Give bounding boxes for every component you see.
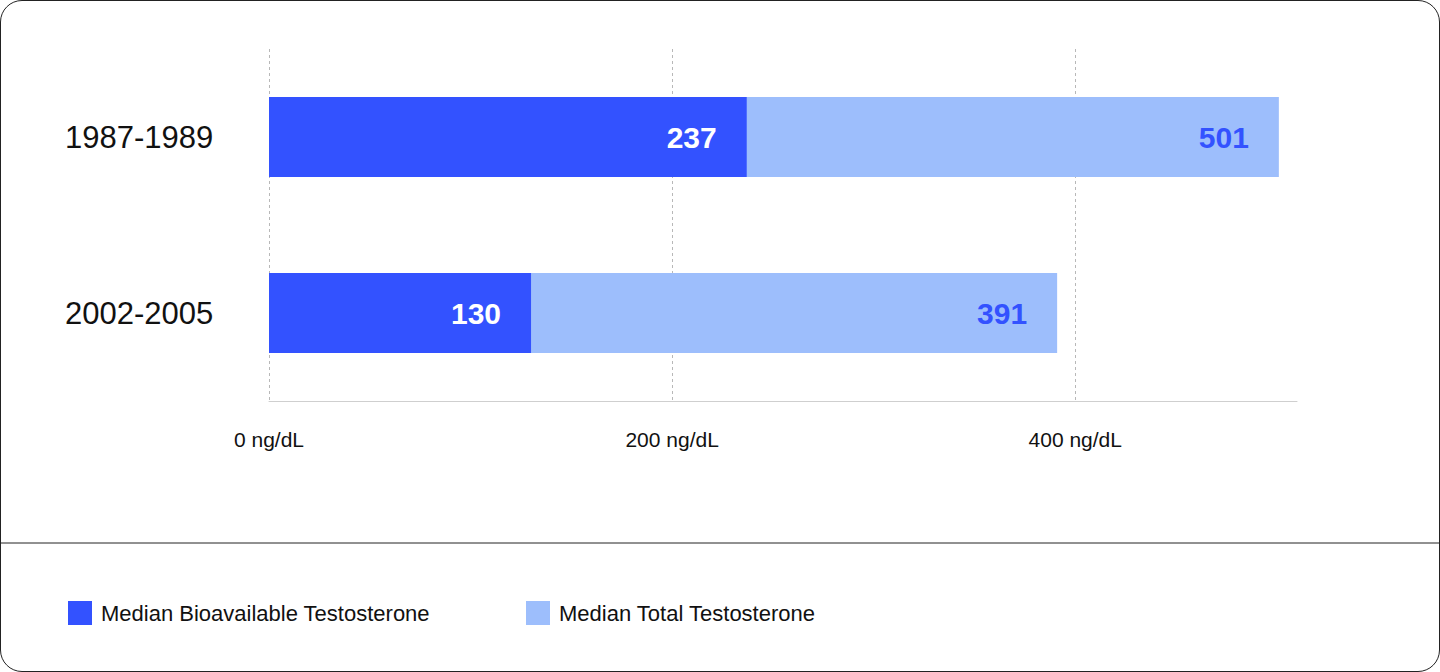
svg-text:400 ng/dL: 400 ng/dL bbox=[1029, 428, 1122, 451]
svg-text:Median Bioavailable Testostero: Median Bioavailable Testosterone bbox=[101, 601, 430, 626]
svg-text:237: 237 bbox=[667, 121, 717, 154]
svg-text:1987-1989: 1987-1989 bbox=[65, 120, 213, 155]
svg-text:200 ng/dL: 200 ng/dL bbox=[625, 428, 718, 451]
svg-text:0 ng/dL: 0 ng/dL bbox=[234, 428, 304, 451]
svg-text:391: 391 bbox=[977, 297, 1027, 330]
svg-text:Median Total Testosterone: Median Total Testosterone bbox=[559, 601, 815, 626]
svg-text:501: 501 bbox=[1199, 121, 1249, 154]
svg-text:2002-2005: 2002-2005 bbox=[65, 296, 213, 331]
svg-text:130: 130 bbox=[451, 297, 501, 330]
